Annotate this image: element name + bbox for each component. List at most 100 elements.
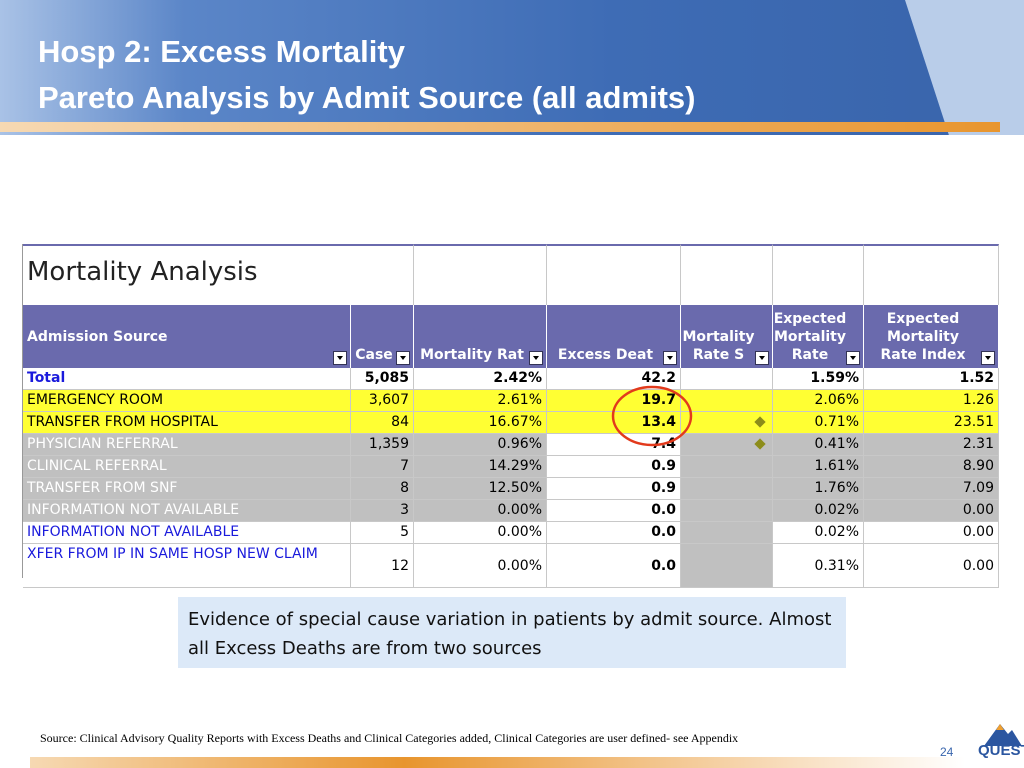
header-text: Mortality Rat bbox=[420, 347, 524, 363]
blank-cell bbox=[351, 244, 414, 305]
cell bbox=[681, 544, 773, 588]
blank-cell bbox=[547, 244, 681, 305]
header-text: Expected Mortality Rate bbox=[773, 311, 847, 363]
title: Pareto Analysis by Admit Source (all adm… bbox=[38, 80, 696, 115]
row-label: TRANSFER FROM HOSPITAL bbox=[23, 412, 351, 434]
blank-cell bbox=[414, 244, 547, 305]
cell: 0.00 bbox=[864, 544, 999, 588]
cell: 0.00% bbox=[414, 522, 547, 544]
cell: 2.42% bbox=[414, 368, 547, 390]
filter-button[interactable] bbox=[333, 351, 347, 365]
header-stripe bbox=[0, 122, 1000, 132]
cell: 16.67% bbox=[414, 412, 547, 434]
cell bbox=[681, 500, 773, 522]
cell: 2.06% bbox=[773, 390, 864, 412]
column-header: Mortality Rate S bbox=[681, 305, 773, 368]
cell: 7.09 bbox=[864, 478, 999, 500]
header-text: Admission Source bbox=[27, 328, 168, 345]
blank-cell bbox=[864, 244, 999, 305]
row-label: TRANSFER FROM SNF bbox=[23, 478, 351, 500]
row-label: CLINICAL REFERRAL bbox=[23, 456, 351, 478]
cell: 0.00% bbox=[414, 544, 547, 588]
header-text: Expected Mortality Rate Index bbox=[880, 311, 966, 363]
row-label: Total bbox=[23, 368, 351, 390]
logo-mountain bbox=[984, 724, 1022, 746]
page-number: 24 bbox=[940, 745, 954, 759]
column-header: Mortality Rat bbox=[414, 305, 547, 368]
cell: 2.61% bbox=[414, 390, 547, 412]
title: Hosp 2: Excess Mortality bbox=[38, 34, 405, 69]
cell bbox=[681, 478, 773, 500]
cell: 19.7 bbox=[547, 390, 681, 412]
cell: 0.71% bbox=[773, 412, 864, 434]
row-label: INFORMATION NOT AVAILABLE bbox=[23, 522, 351, 544]
cell: 7 bbox=[351, 456, 414, 478]
cell bbox=[681, 434, 773, 456]
cell: 42.2 bbox=[547, 368, 681, 390]
cell: 8.90 bbox=[864, 456, 999, 478]
cell: 0.0 bbox=[547, 500, 681, 522]
cell bbox=[681, 412, 773, 434]
ss-diamond bbox=[754, 416, 766, 428]
cell: 84 bbox=[351, 412, 414, 434]
cell: 23.51 bbox=[864, 412, 999, 434]
cell bbox=[681, 368, 773, 390]
cell: 0.00% bbox=[414, 500, 547, 522]
cell: 5 bbox=[351, 522, 414, 544]
cell: 1.76% bbox=[773, 478, 864, 500]
header-text: Mortality Rate S bbox=[682, 329, 755, 363]
cell: 3 bbox=[351, 500, 414, 522]
filter-button[interactable] bbox=[981, 351, 995, 365]
table-title: Mortality Analysis bbox=[23, 244, 351, 305]
cell: 12.50% bbox=[414, 478, 547, 500]
cell: 0.00 bbox=[864, 522, 999, 544]
header-band bbox=[0, 0, 1024, 135]
cell: 3,607 bbox=[351, 390, 414, 412]
row-label: EMERGENCY ROOM bbox=[23, 390, 351, 412]
footer-line bbox=[30, 757, 965, 768]
cell: 0.9 bbox=[547, 456, 681, 478]
filter-button[interactable] bbox=[846, 351, 860, 365]
table: Mortality Analysis Admission Source Case Mo… bbox=[22, 244, 999, 588]
cell: 0.02% bbox=[773, 522, 864, 544]
header-text: Case bbox=[355, 347, 393, 363]
cell: 0.96% bbox=[414, 434, 547, 456]
column-header: Admission Source bbox=[23, 305, 351, 368]
row-label: INFORMATION NOT AVAILABLE bbox=[23, 500, 351, 522]
cell: 5,085 bbox=[351, 368, 414, 390]
cell: 0.31% bbox=[773, 544, 864, 588]
logo: QUEST bbox=[978, 742, 1024, 759]
cell: 0.41% bbox=[773, 434, 864, 456]
cell: 1.59% bbox=[773, 368, 864, 390]
column-header: Expected Mortality Rate Index bbox=[864, 305, 999, 368]
cell: 1.52 bbox=[864, 368, 999, 390]
header-text: Excess Deat bbox=[557, 347, 654, 363]
highlight-circle bbox=[611, 385, 693, 447]
filter-button[interactable] bbox=[529, 351, 543, 365]
filter-button[interactable] bbox=[755, 351, 769, 365]
cell: 14.29% bbox=[414, 456, 547, 478]
filter-button[interactable] bbox=[663, 351, 677, 365]
cell bbox=[681, 522, 773, 544]
cell: 0.00 bbox=[864, 500, 999, 522]
cell: 1.61% bbox=[773, 456, 864, 478]
cell: 0.9 bbox=[547, 478, 681, 500]
cell: 12 bbox=[351, 544, 414, 588]
row-label: PHYSICIAN REFERRAL bbox=[23, 434, 351, 456]
cell: 1,359 bbox=[351, 434, 414, 456]
blank-cell bbox=[773, 244, 864, 305]
column-header: Case bbox=[351, 305, 414, 368]
column-header: Expected Mortality Rate bbox=[773, 305, 864, 368]
cell bbox=[681, 390, 773, 412]
blank-cell bbox=[681, 244, 773, 305]
filter-button[interactable] bbox=[396, 351, 410, 365]
cell: 0.02% bbox=[773, 500, 864, 522]
cell: 1.26 bbox=[864, 390, 999, 412]
column-header: Excess Deat bbox=[547, 305, 681, 368]
cell bbox=[681, 456, 773, 478]
cell: 0.0 bbox=[547, 522, 681, 544]
cell: 0.0 bbox=[547, 544, 681, 588]
callout: Evidence of special cause variation in p… bbox=[178, 597, 846, 668]
cell: 2.31 bbox=[864, 434, 999, 456]
